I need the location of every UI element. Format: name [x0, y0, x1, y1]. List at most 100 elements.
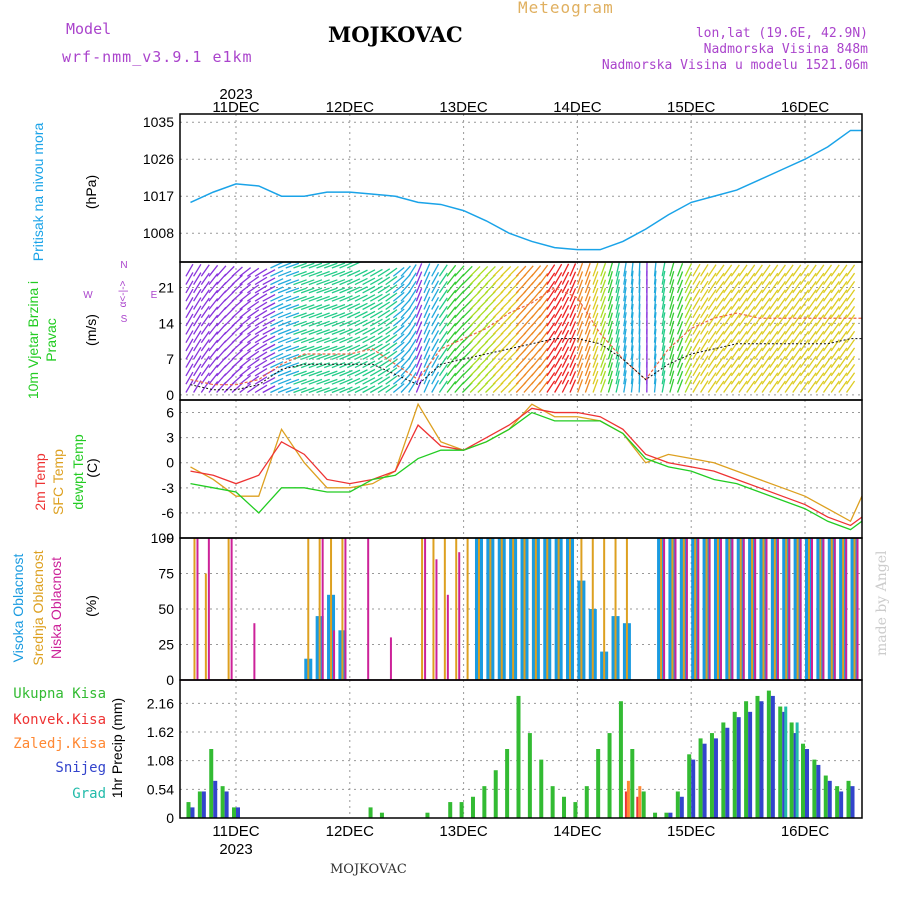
wind-barb [423, 354, 431, 368]
wind-barb [316, 378, 330, 385]
wind-barb [554, 371, 563, 385]
wind-barb [838, 364, 848, 377]
top-day-label: 14DEC [553, 99, 602, 116]
wind-barb [615, 304, 620, 318]
snow-bar [770, 695, 775, 818]
wind-barb [684, 304, 692, 319]
wind-barb [354, 311, 368, 319]
wind-barb [354, 302, 368, 311]
wind-barb [623, 378, 627, 393]
wind-barb [584, 312, 591, 327]
wind-barb [438, 339, 448, 352]
wind-barb [208, 331, 219, 344]
mid-cloud-bar [569, 538, 572, 680]
wind-barb [331, 287, 346, 294]
low-cloud-bar [799, 538, 802, 680]
wind-barb [346, 303, 361, 311]
wind-barb [592, 329, 599, 343]
wind-barb [323, 362, 338, 369]
wind-barb [661, 295, 666, 310]
wind-barb [293, 262, 307, 269]
wind-barb [561, 363, 570, 377]
wind-barb [799, 330, 810, 344]
footer-station: MOJKOVAC [330, 862, 407, 877]
top-day-label: 11DEC [212, 99, 259, 116]
wind-barb [607, 370, 613, 385]
wind-barb [316, 353, 330, 360]
y-tick-label: 1.08 [147, 753, 174, 769]
wind-barb [700, 363, 709, 377]
wind-barb [630, 337, 634, 352]
low-cloud-bar [811, 538, 813, 680]
low-cloud-bar [424, 538, 427, 680]
wind-barb [723, 264, 733, 277]
wind-barb [738, 380, 748, 393]
wind-barb [247, 375, 260, 385]
wind-barb [784, 314, 794, 327]
wind-barb [592, 312, 599, 327]
wind-barb [392, 383, 405, 394]
wind-barb [730, 330, 740, 344]
wind-barb [815, 364, 825, 377]
wind-barb [277, 361, 292, 369]
wind-barb [185, 305, 194, 319]
wind-barb [584, 337, 591, 352]
wind-barb [316, 312, 330, 319]
rain-total-bar [482, 786, 487, 818]
wind-barb [569, 371, 577, 385]
wind-barb [369, 293, 383, 302]
wind-barb [300, 287, 315, 294]
snow-bar [850, 786, 855, 818]
wind-barb [446, 314, 457, 327]
wind-barb [600, 379, 607, 393]
wind-barb [323, 329, 338, 336]
wind-barb [753, 264, 763, 277]
wind-barb [815, 264, 825, 277]
wind-barb [538, 364, 549, 377]
wind-barb [231, 274, 243, 286]
wind-barb [247, 325, 260, 335]
wind-barb [346, 328, 361, 335]
rain-total-bar [596, 749, 601, 818]
rain-total-bar [584, 786, 589, 818]
wind-barb [776, 289, 786, 302]
wind-barb [761, 305, 771, 319]
wind-barb [446, 264, 457, 277]
wind-barb [792, 297, 802, 310]
wind-barb [623, 328, 627, 343]
wind-barb [799, 305, 810, 319]
wind-barb [377, 309, 391, 319]
wind-barb [438, 305, 448, 319]
wind-barb [446, 306, 457, 319]
wind-barb [784, 339, 794, 352]
wind-barb [308, 312, 323, 319]
wind-barb [838, 289, 848, 302]
wind-barb [408, 330, 417, 344]
wind-barb [692, 272, 701, 285]
wind-barb [730, 314, 740, 327]
wind-barb [308, 378, 323, 385]
wind-barb [247, 309, 260, 319]
wind-barb [331, 270, 346, 277]
y-tick-label: 100 [151, 530, 175, 546]
wind-barb [323, 353, 338, 360]
wind-barb [707, 280, 717, 294]
wind-barb [262, 327, 276, 335]
wind-barb [569, 263, 577, 277]
wind-speed-line [190, 338, 862, 391]
wind-barb [569, 321, 577, 335]
mid-cloud-bar [739, 538, 742, 680]
wind-barb [277, 336, 292, 344]
wind-barb [569, 296, 577, 310]
wind-barb [300, 312, 315, 319]
wind-barb [592, 271, 599, 285]
wind-barb [600, 287, 607, 302]
wind-barb [607, 329, 613, 343]
rain-total-bar [846, 780, 851, 818]
wind-barb [577, 312, 584, 327]
wind-barb [385, 267, 398, 277]
bottom-day-label: 13DEC [439, 823, 488, 840]
wind-barb [392, 341, 405, 352]
snow-bar [805, 749, 809, 818]
wind-barb [538, 372, 549, 385]
